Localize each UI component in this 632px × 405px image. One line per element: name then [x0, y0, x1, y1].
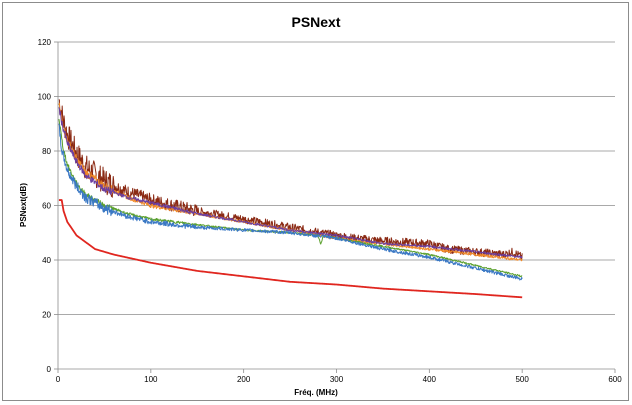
- series-layer: [58, 99, 523, 299]
- gridlines: [58, 41, 615, 315]
- x-tick-label: 0: [56, 375, 61, 384]
- series-line-2: [58, 102, 523, 262]
- x-tick-label: 600: [608, 375, 622, 384]
- axes: [54, 41, 616, 373]
- x-tick-label: 400: [423, 375, 437, 384]
- chart-frame: PSNext 0 20 40 60 80 100 120 0 100 200 300 400 500 60…: [2, 2, 629, 401]
- x-axis-title: Fréq. (MHz): [294, 388, 338, 397]
- y-tick-label: 100: [38, 93, 52, 102]
- y-tick-label: 60: [42, 202, 51, 211]
- y-tick-label: 20: [42, 311, 51, 320]
- y-tick-label: 80: [42, 147, 51, 156]
- series-line-3: [58, 107, 523, 259]
- x-tick-label: 300: [330, 375, 344, 384]
- x-tick-label: 200: [237, 375, 251, 384]
- series-line-1: [58, 99, 523, 260]
- x-tick-label: 100: [144, 375, 158, 384]
- psnext-chart: PSNext 0 20 40 60 80 100 120 0 100 200 300 400 500 60…: [19, 14, 623, 397]
- y-tick-label: 40: [42, 256, 51, 265]
- x-tick-label: 500: [515, 375, 529, 384]
- tick-labels: 0 20 40 60 80 100 120 0 100 200 300 400 500 600: [38, 38, 623, 384]
- y-tick-label: 0: [47, 365, 52, 374]
- y-axis-title: PSNext(dB): [19, 183, 28, 227]
- chart-title: PSNext: [291, 14, 340, 30]
- series-line-6: [58, 199, 523, 299]
- series-line-5: [58, 123, 523, 281]
- y-tick-label: 120: [38, 38, 52, 47]
